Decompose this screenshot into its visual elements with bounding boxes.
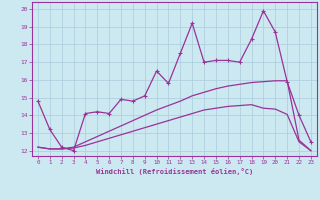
X-axis label: Windchill (Refroidissement éolien,°C): Windchill (Refroidissement éolien,°C) — [96, 168, 253, 175]
